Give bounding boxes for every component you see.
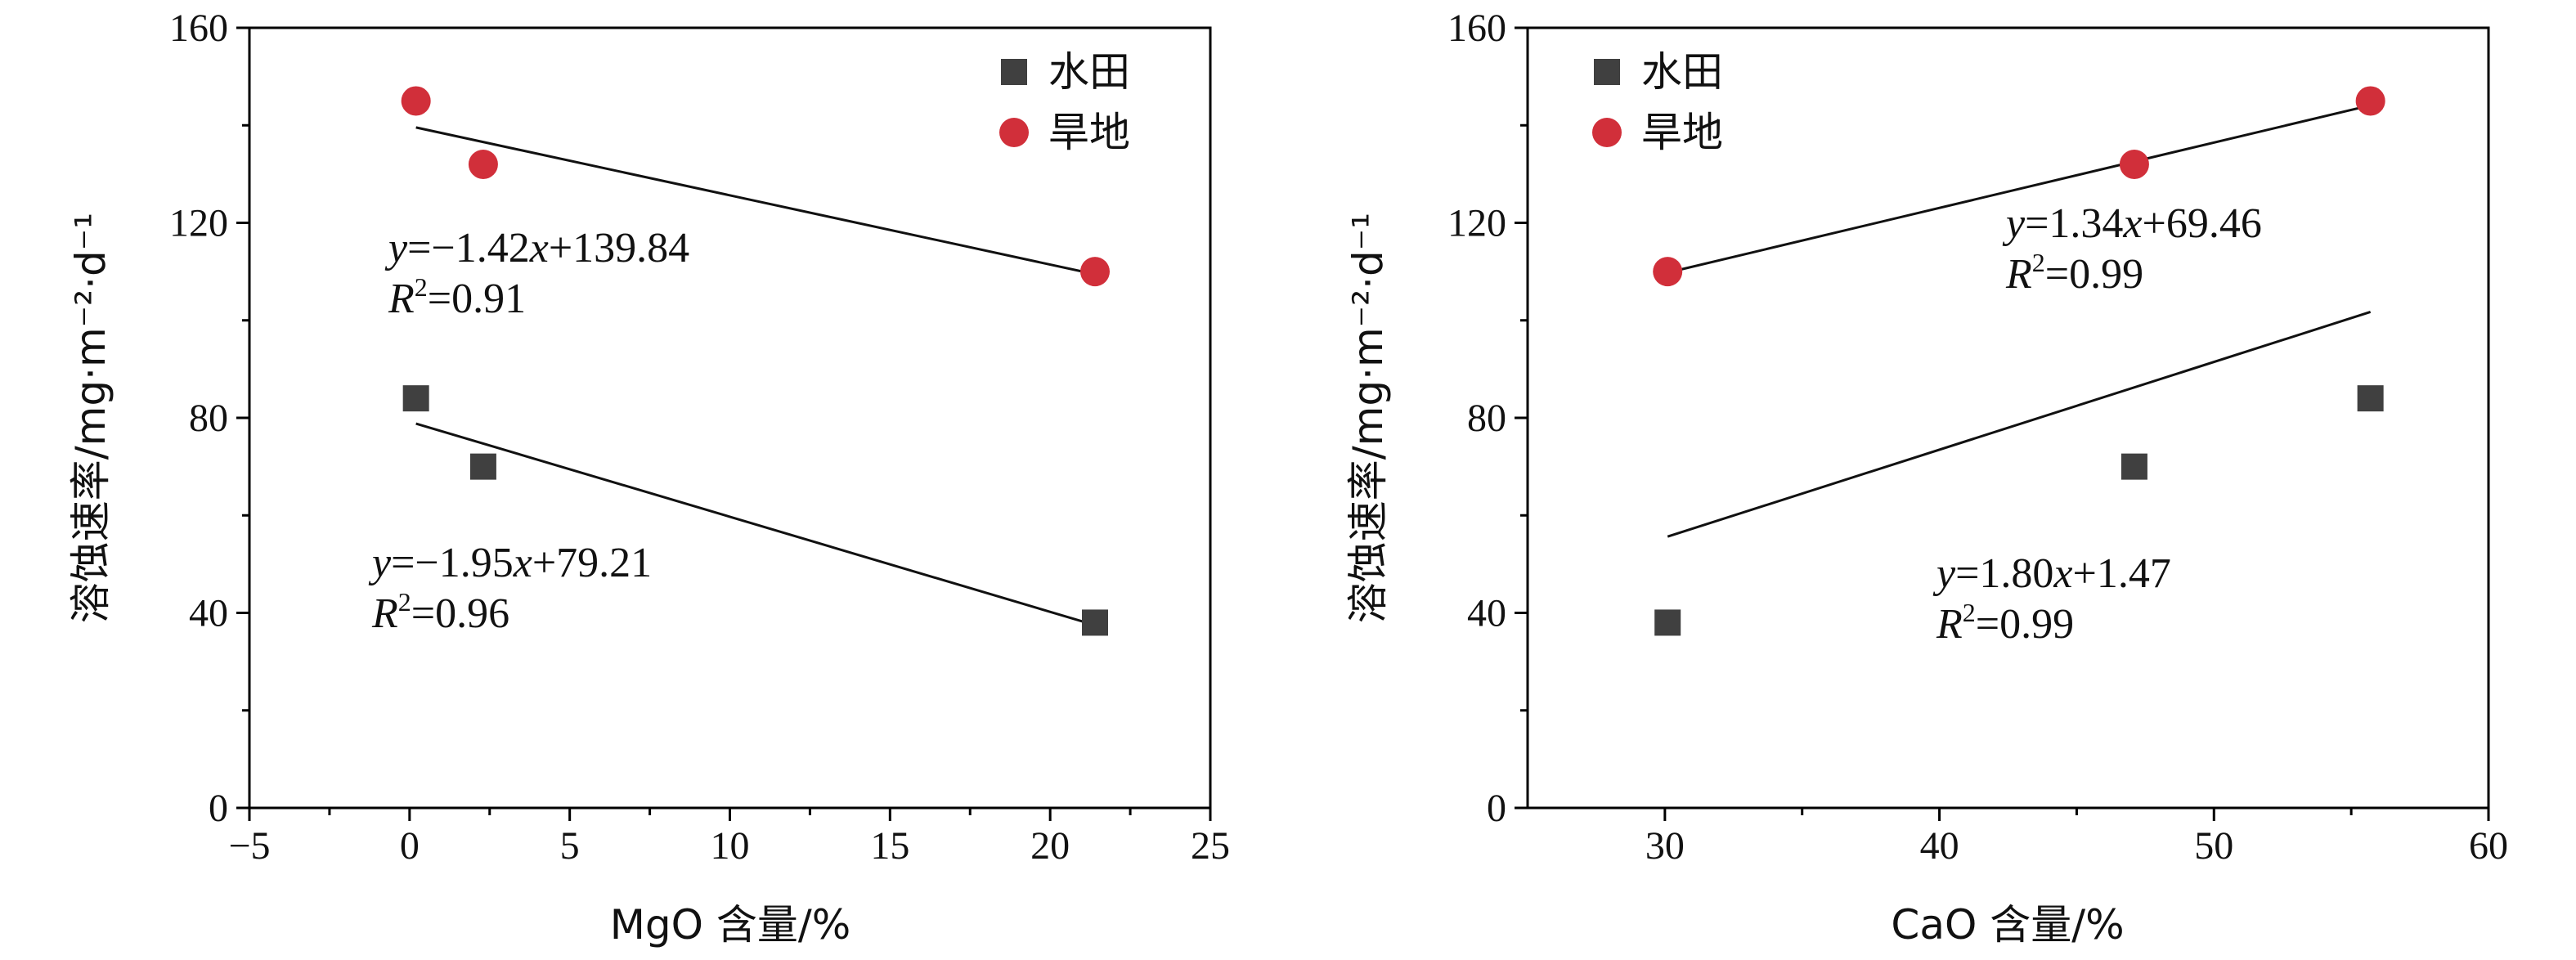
x-tick-label: −5 bbox=[228, 824, 270, 868]
r-squared-value: R2=0.99 bbox=[1936, 598, 2074, 648]
paddy-data-point bbox=[1654, 609, 1681, 636]
x-tick-label: 25 bbox=[1191, 824, 1230, 868]
x-tick-label: 60 bbox=[2469, 824, 2508, 868]
x-tick-label: 5 bbox=[560, 824, 580, 868]
x-tick-label: 0 bbox=[400, 824, 420, 868]
y-tick-label: 0 bbox=[1487, 787, 1506, 830]
legend-square-marker bbox=[1594, 59, 1620, 85]
y-tick-label: 0 bbox=[209, 787, 228, 830]
legend-circle-marker bbox=[1592, 118, 1622, 147]
fit-line bbox=[1667, 104, 2371, 274]
y-axis-title: 溶蚀速率/mg·m⁻²·d⁻¹ bbox=[67, 213, 114, 623]
y-tick-label: 160 bbox=[1447, 7, 1506, 50]
y-tick-label: 80 bbox=[189, 397, 228, 440]
x-tick-label: 10 bbox=[711, 824, 750, 868]
paddy-data-point bbox=[2120, 453, 2147, 480]
legend-label: 旱地 bbox=[1048, 109, 1130, 156]
regression-equation: y=1.34x+69.46 bbox=[2002, 200, 2262, 247]
y-tick-label: 160 bbox=[169, 7, 228, 50]
y-tick-label: 120 bbox=[169, 202, 228, 245]
legend-square-marker bbox=[1001, 59, 1027, 85]
x-tick-label: 40 bbox=[1920, 824, 1959, 868]
paddy-data-point bbox=[469, 453, 496, 480]
x-tick-label: 30 bbox=[1645, 824, 1685, 868]
paddy-data-point bbox=[402, 385, 429, 412]
dryland-data-point bbox=[2355, 86, 2385, 116]
fit-line bbox=[1667, 311, 2372, 538]
legend-label: 水田 bbox=[1641, 48, 1723, 96]
r-squared-value: R2=0.91 bbox=[388, 272, 526, 322]
legend-circle-marker bbox=[999, 118, 1029, 147]
x-tick-label: 50 bbox=[2194, 824, 2233, 868]
dryland-data-point bbox=[1080, 257, 1110, 287]
x-tick-label: 20 bbox=[1030, 824, 1070, 868]
x-tick-label: 15 bbox=[870, 824, 909, 868]
y-tick-label: 80 bbox=[1467, 397, 1506, 440]
cao-chart-panel: 30 40 50 60 0 40 80 120 160 CaO 含量/% 溶蚀速率/mg·m⁻²·d… bbox=[1344, 7, 2508, 949]
paddy-data-point bbox=[2357, 385, 2384, 412]
y-tick-label: 40 bbox=[1467, 592, 1506, 635]
dryland-data-point bbox=[1653, 257, 1683, 287]
dryland-data-point bbox=[401, 86, 431, 116]
fit-line bbox=[415, 126, 1096, 276]
y-tick-label: 40 bbox=[189, 592, 228, 635]
y-axis-title: 溶蚀速率/mg·m⁻²·d⁻¹ bbox=[1344, 213, 1392, 623]
dryland-data-point bbox=[468, 149, 498, 179]
r-squared-value: R2=0.96 bbox=[371, 587, 509, 637]
x-axis-title: MgO 含量/% bbox=[610, 901, 850, 949]
regression-equation: y=−1.95x+79.21 bbox=[368, 540, 652, 586]
r-squared-value: R2=0.99 bbox=[2005, 248, 2143, 298]
dryland-data-point bbox=[2119, 149, 2149, 179]
legend-label: 旱地 bbox=[1641, 109, 1723, 156]
y-tick-label: 120 bbox=[1447, 202, 1506, 245]
paddy-data-point bbox=[1082, 609, 1108, 636]
regression-equation: y=−1.42x+139.84 bbox=[384, 225, 689, 271]
legend-label: 水田 bbox=[1048, 48, 1130, 96]
fit-line bbox=[415, 422, 1096, 626]
x-axis-title: CaO 含量/% bbox=[1891, 901, 2124, 949]
regression-equation: y=1.80x+1.47 bbox=[1932, 550, 2171, 597]
